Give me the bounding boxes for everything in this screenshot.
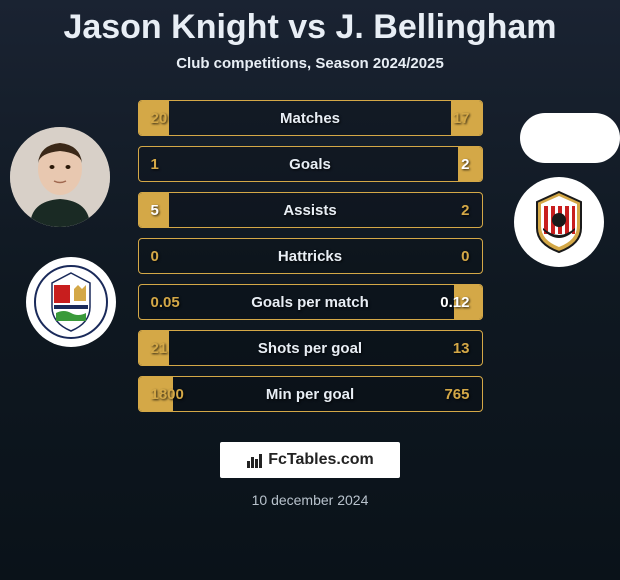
comparison-title: Jason Knight vs J. Bellingham xyxy=(63,8,556,47)
stat-label: Assists xyxy=(283,202,336,219)
comparison-subtitle: Club competitions, Season 2024/2025 xyxy=(176,55,444,72)
stat-value-left: 20 xyxy=(151,110,191,127)
stat-row: 21 Shots per goal 13 xyxy=(138,330,483,366)
stat-row: 1800 Min per goal 765 xyxy=(138,376,483,412)
stat-value-left: 0 xyxy=(151,248,191,265)
stat-label: Goals per match xyxy=(251,294,369,311)
stat-row: 1 Goals 2 xyxy=(138,146,483,182)
stat-label: Min per goal xyxy=(266,386,354,403)
stat-value-right: 2 xyxy=(430,156,470,173)
stat-label: Matches xyxy=(280,110,340,127)
player1-club-crest xyxy=(26,257,116,347)
stat-label: Goals xyxy=(289,156,331,173)
stat-value-left: 1800 xyxy=(151,386,191,403)
chart-icon xyxy=(246,451,264,469)
stat-row: 0 Hattricks 0 xyxy=(138,238,483,274)
brand-badge[interactable]: FcTables.com xyxy=(220,442,400,478)
stat-value-right: 0 xyxy=(430,248,470,265)
stat-row: 20 Matches 17 xyxy=(138,100,483,136)
stat-value-left: 5 xyxy=(151,202,191,219)
player1-avatar xyxy=(10,127,110,227)
stat-row: 5 Assists 2 xyxy=(138,192,483,228)
stat-value-left: 21 xyxy=(151,340,191,357)
footer-date: 10 december 2024 xyxy=(252,492,369,508)
player2-avatar xyxy=(520,113,620,163)
player2-club-crest xyxy=(514,177,604,267)
stat-value-right: 2 xyxy=(430,202,470,219)
stat-value-right: 13 xyxy=(430,340,470,357)
stats-block: 20Matches171Goals25Assists20Hattricks00.… xyxy=(138,100,483,422)
brand-text: FcTables.com xyxy=(268,451,374,469)
stat-value-right: 0.12 xyxy=(430,294,470,311)
stat-value-right: 17 xyxy=(430,110,470,127)
stat-label: Shots per goal xyxy=(258,340,362,357)
stat-value-left: 1 xyxy=(151,156,191,173)
stat-value-right: 765 xyxy=(430,386,470,403)
stat-label: Hattricks xyxy=(278,248,342,265)
stat-row: 0.05 Goals per match 0.12 xyxy=(138,284,483,320)
stat-value-left: 0.05 xyxy=(151,294,191,311)
